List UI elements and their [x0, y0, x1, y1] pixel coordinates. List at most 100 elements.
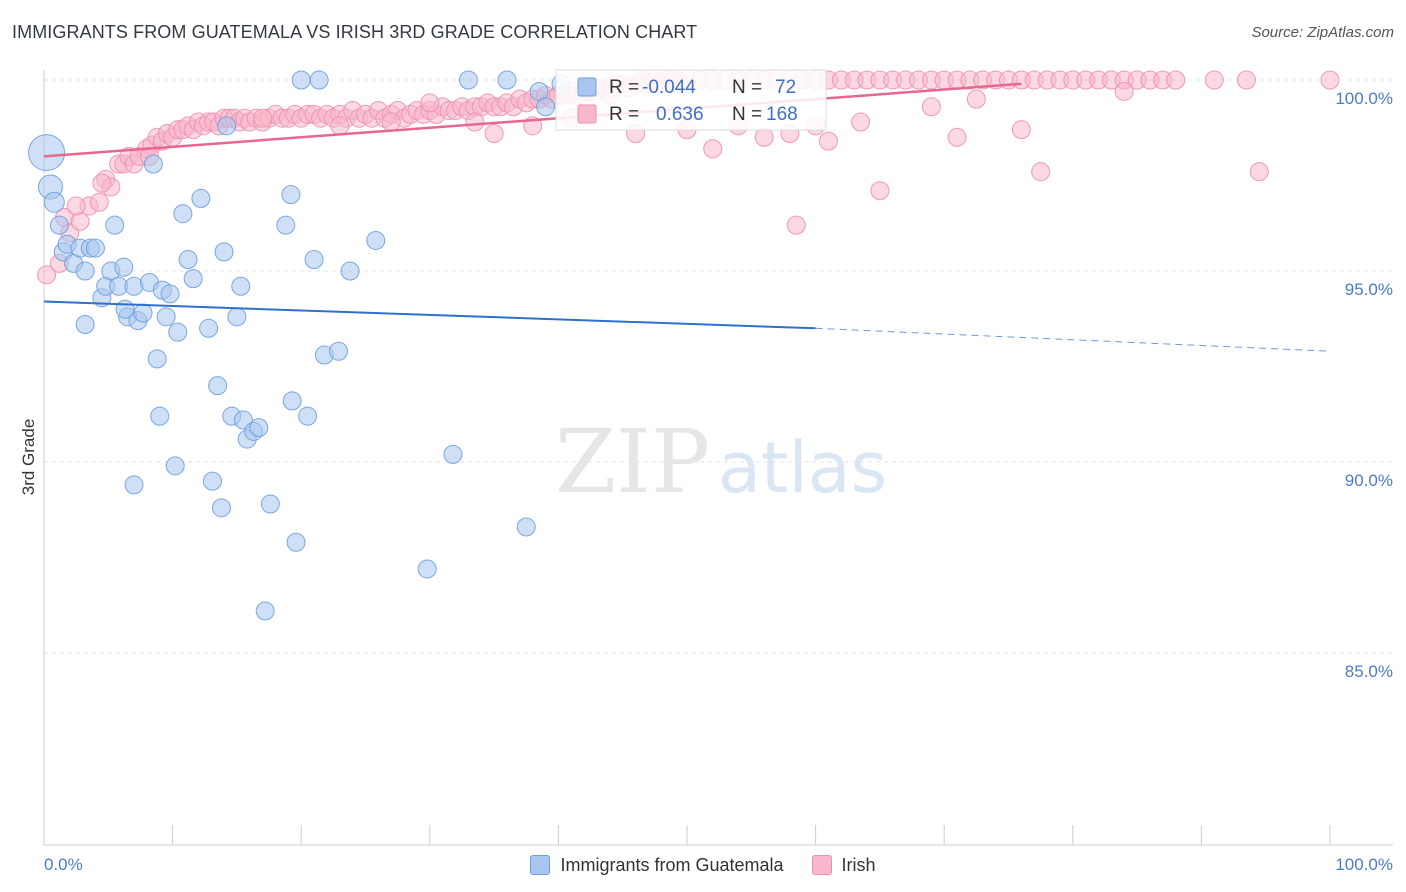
legend-background	[555, 69, 827, 131]
guatemala-point-43	[249, 418, 269, 438]
irish-point-163	[786, 215, 806, 235]
irish-point-172	[92, 173, 112, 193]
guatemala-point-34	[208, 376, 228, 396]
guatemala-point-70	[115, 299, 135, 319]
grid: 85.0% 90.0% 95.0% 100.0%	[44, 79, 1393, 681]
irish-point-153	[818, 131, 838, 151]
bottom-legend-item-guatemala: Immigrants from Guatemala	[530, 855, 784, 876]
legend-n-label-1: N =	[732, 104, 762, 125]
irish-point-166	[465, 112, 485, 132]
irish-point-169	[330, 116, 350, 136]
guatemala-point-3	[49, 215, 69, 235]
legend-swatch-irish	[577, 104, 597, 124]
stats-legend: R = -0.044 N = 72 R = 0.636 N = 168	[555, 69, 827, 131]
irish-point-140	[1166, 70, 1186, 90]
guatemala-point-47	[281, 185, 301, 205]
guatemala-point-23	[147, 349, 167, 369]
guatemala-point-20	[133, 303, 153, 323]
guatemala-point-61	[497, 70, 517, 90]
guatemala-point-38	[227, 307, 247, 327]
guatemala-point-69	[75, 314, 95, 334]
legend-swatch-guatemala	[577, 77, 597, 97]
guatemala-point-29	[178, 250, 198, 270]
guatemala-point-0	[28, 134, 66, 172]
guatemala-point-25	[156, 307, 176, 327]
bottom-legend-label-irish: Irish	[841, 854, 876, 875]
irish-point-160	[1031, 162, 1051, 182]
guatemala-point-62	[516, 517, 536, 537]
guatemala-point-28	[173, 204, 193, 224]
y-tick-label-1: 90.0%	[1345, 471, 1393, 490]
bottom-legend-item-irish: Irish	[811, 854, 876, 876]
guatemala-point-50	[291, 70, 311, 90]
guatemala-point-51	[298, 406, 318, 426]
guatemala-trend-extension	[815, 327, 1331, 352]
guatemala-point-52	[304, 250, 324, 270]
irish-point-170	[253, 108, 273, 128]
watermark-atlas: atlas	[718, 427, 887, 509]
irish-point-142	[1236, 70, 1256, 90]
legend-n-value-0: 72	[775, 77, 796, 98]
guatemala-point-60	[458, 70, 478, 90]
legend-r-value-0: -0.044	[642, 77, 696, 98]
guatemala-point-58	[417, 559, 437, 579]
y-axis-label: 3rd Grade	[19, 419, 38, 496]
legend-n-value-1: 168	[766, 104, 798, 125]
guatemala-point-48	[282, 391, 302, 411]
x-tick-label-0: 0.0%	[44, 855, 83, 874]
irish-point-159	[1011, 120, 1031, 140]
legend-r-value-1: 0.636	[656, 104, 704, 125]
guatemala-point-32	[199, 318, 219, 338]
irish-point-168	[381, 112, 401, 132]
irish-point-144	[484, 123, 504, 143]
irish-point-6	[89, 192, 109, 212]
irish-point-173	[66, 196, 86, 216]
irish-point-143	[1320, 70, 1340, 90]
irish-point-150	[754, 127, 774, 147]
guatemala-point-68	[165, 456, 185, 476]
guatemala-point-56	[340, 261, 360, 281]
watermark: ZIP atlas	[555, 410, 887, 513]
bottom-legend-swatch-irish	[811, 855, 832, 875]
guatemala-point-35	[211, 498, 231, 518]
guatemala-point-33	[202, 471, 222, 491]
chart-title: IMMIGRANTS FROM GUATEMALA VS IRISH 3RD G…	[12, 22, 698, 42]
guatemala-point-45	[260, 494, 280, 514]
bottom-legend-swatch-guatemala	[530, 855, 551, 875]
guatemala-point-46	[276, 215, 296, 235]
guatemala-point-57	[366, 230, 386, 250]
irish-point-157	[947, 127, 967, 147]
irish-point-161	[1114, 81, 1134, 101]
y-tick-label-3: 100.0%	[1335, 89, 1393, 108]
legend-n-label-0: N =	[732, 77, 762, 98]
irish-point-0	[37, 265, 57, 285]
guatemala-point-36	[217, 116, 237, 136]
guatemala-point-22	[143, 154, 163, 174]
irish-point-154	[851, 112, 871, 132]
legend-r-label-0: R =	[609, 77, 639, 98]
guatemala-point-2	[43, 191, 65, 213]
irish-point-158	[966, 89, 986, 109]
guatemala-point-39	[231, 276, 251, 296]
axes	[43, 70, 1393, 846]
irish-point-141	[1204, 70, 1224, 90]
guatemala-point-53	[309, 70, 329, 90]
irish-point-162	[1249, 162, 1269, 182]
guatemala-point-10	[85, 238, 105, 258]
guatemala-point-14	[105, 215, 125, 235]
bottom-legend: Immigrants from Guatemala Irish	[0, 850, 1406, 880]
watermark-zip: ZIP	[555, 410, 710, 513]
guatemala-point-8	[75, 261, 95, 281]
irish-point-148	[703, 139, 723, 159]
guatemala-points	[28, 70, 571, 621]
guatemala-point-16	[114, 257, 134, 277]
guatemala-point-59	[443, 444, 463, 464]
guatemala-point-26	[160, 284, 180, 304]
guatemala-point-66	[150, 406, 170, 426]
guatemala-trend-line	[43, 300, 816, 330]
irish-trend-line	[43, 82, 1022, 158]
guatemala-point-44	[255, 601, 275, 621]
irish-point-167	[420, 93, 440, 113]
guatemala-point-67	[124, 475, 144, 495]
